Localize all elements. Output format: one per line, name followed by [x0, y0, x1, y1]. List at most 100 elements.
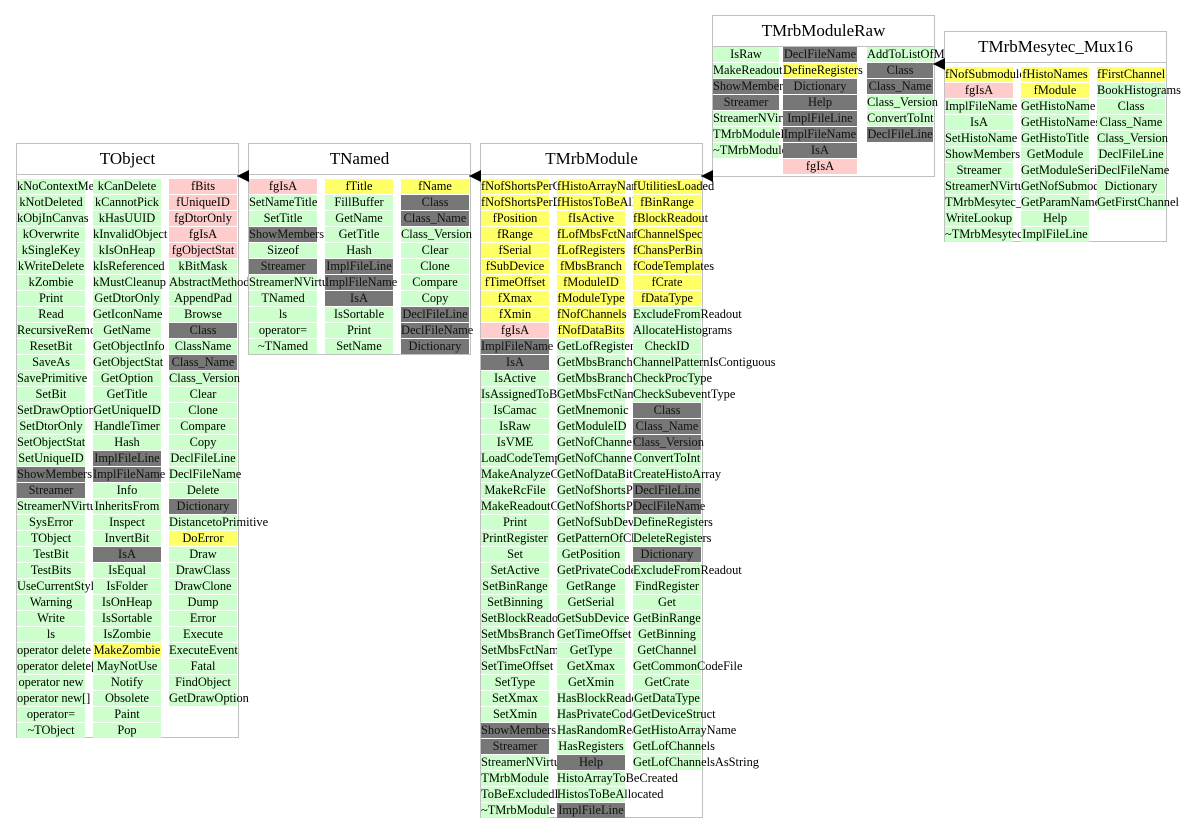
- member-class[interactable]: Class: [633, 403, 701, 418]
- member-isa[interactable]: IsA: [93, 547, 161, 562]
- member-getmnemonic[interactable]: GetMnemonic: [557, 403, 629, 418]
- member-getparamnames[interactable]: GetParamNames: [1021, 195, 1105, 210]
- member-knocontextmenu[interactable]: kNoContextMenu: [17, 179, 107, 194]
- member-operator-delete[interactable]: operator delete[]: [17, 659, 100, 674]
- member-testbits[interactable]: TestBits: [17, 563, 85, 578]
- member-ls[interactable]: ls: [17, 627, 85, 642]
- member-kinvalidobject[interactable]: kInvalidObject: [93, 227, 168, 242]
- member-class[interactable]: Class: [401, 195, 469, 210]
- member-getxmin[interactable]: GetXmin: [557, 675, 625, 690]
- member-allocatehistograms[interactable]: AllocateHistograms: [633, 323, 733, 338]
- member-isequal[interactable]: IsEqual: [93, 563, 161, 578]
- member-defineregisters[interactable]: DefineRegisters: [783, 63, 863, 78]
- member-israw[interactable]: IsRaw: [713, 47, 779, 62]
- member-fsubdevice[interactable]: fSubDevice: [481, 259, 549, 274]
- member-getlofchannelsasstring[interactable]: GetLofChannelsAsString: [633, 755, 759, 770]
- member-getxmax[interactable]: GetXmax: [557, 659, 625, 674]
- member-kmustcleanup[interactable]: kMustCleanup: [93, 275, 166, 290]
- member-getbinning[interactable]: GetBinning: [633, 627, 701, 642]
- member-invertbit[interactable]: InvertBit: [93, 531, 161, 546]
- member-declfilename[interactable]: DeclFileName: [783, 47, 857, 62]
- member-getnofsubmodules[interactable]: GetNofSubmodules: [1021, 179, 1120, 194]
- member-fnofchannels[interactable]: fNofChannels: [557, 307, 627, 322]
- member-streamer[interactable]: Streamer: [945, 163, 1013, 178]
- member-makezombie[interactable]: MakeZombie: [93, 643, 161, 658]
- member-tmrbmoduleraw[interactable]: TMrbModuleRaw: [713, 127, 804, 142]
- member-fbits[interactable]: fBits: [169, 179, 237, 194]
- member-fgisa[interactable]: fgIsA: [169, 227, 237, 242]
- member-fmodule[interactable]: fModule: [1021, 83, 1089, 98]
- member-implfileline[interactable]: ImplFileLine: [1021, 227, 1089, 242]
- member-maynotuse[interactable]: MayNotUse: [93, 659, 161, 674]
- member-streamer[interactable]: Streamer: [713, 95, 779, 110]
- member-fatal[interactable]: Fatal: [169, 659, 237, 674]
- member-implfileline[interactable]: ImplFileLine: [783, 111, 857, 126]
- member-kobjincanvas[interactable]: kObjInCanvas: [17, 211, 89, 226]
- member-fblockreadout[interactable]: fBlockReadout: [633, 211, 709, 226]
- member-getoption[interactable]: GetOption: [93, 371, 161, 386]
- member-tnamed[interactable]: ~TNamed: [249, 339, 317, 354]
- member-getlofregisters[interactable]: GetLofRegisters: [557, 339, 639, 354]
- member-usecurrentstyle[interactable]: UseCurrentStyle: [17, 579, 100, 594]
- member-fnofshortsperchannel[interactable]: fNofShortsPerChannel: [481, 179, 594, 194]
- member-getcommoncodefile[interactable]: GetCommonCodeFile: [633, 659, 743, 674]
- member-khasuuid[interactable]: kHasUUID: [93, 211, 161, 226]
- member-doerror[interactable]: DoError: [169, 531, 237, 546]
- member-gettimeoffset[interactable]: GetTimeOffset: [557, 627, 632, 642]
- member-findobject[interactable]: FindObject: [169, 675, 237, 690]
- member-converttoint[interactable]: ConvertToInt: [867, 111, 934, 126]
- member-addtolistofmodules[interactable]: AddToListOfModules: [867, 47, 977, 62]
- member-israw[interactable]: IsRaw: [481, 419, 549, 434]
- member-streamernvirtual[interactable]: StreamerNVirtual: [713, 111, 802, 126]
- member-getnofchannels[interactable]: GetNofChannels: [557, 435, 641, 450]
- member-recursiveremove[interactable]: RecursiveRemove: [17, 323, 108, 338]
- member-koverwrite[interactable]: kOverwrite: [17, 227, 85, 242]
- member-fdatatype[interactable]: fDataType: [633, 291, 701, 306]
- member-kzombie[interactable]: kZombie: [17, 275, 85, 290]
- member-fhistonames[interactable]: fHistoNames: [1021, 67, 1089, 82]
- member-class-version[interactable]: Class_Version: [401, 227, 472, 242]
- member-getdevicestruct[interactable]: GetDeviceStruct: [633, 707, 716, 722]
- member-getmoduleserial[interactable]: GetModuleSerial: [1021, 163, 1107, 178]
- member-showmembers[interactable]: ShowMembers: [481, 723, 557, 738]
- member-deleteregisters[interactable]: DeleteRegisters: [633, 531, 712, 546]
- member-showmembers[interactable]: ShowMembers: [713, 79, 789, 94]
- member-setbinning[interactable]: SetBinning: [481, 595, 549, 610]
- member-operator-new[interactable]: operator new: [17, 675, 85, 690]
- member-implfilename[interactable]: ImplFileName: [945, 99, 1018, 114]
- member-declfilename[interactable]: DeclFileName: [633, 499, 706, 514]
- member-setbinrange[interactable]: SetBinRange: [481, 579, 549, 594]
- member-checksubeventtype[interactable]: CheckSubeventType: [633, 387, 736, 402]
- member-showmembers[interactable]: ShowMembers: [945, 147, 1021, 162]
- member-setname[interactable]: SetName: [325, 339, 393, 354]
- member-isa[interactable]: IsA: [481, 355, 549, 370]
- member-hasregisters[interactable]: HasRegisters: [557, 739, 625, 754]
- member-clone[interactable]: Clone: [401, 259, 469, 274]
- member-iszombie[interactable]: IsZombie: [93, 627, 161, 642]
- member-class-name[interactable]: Class_Name: [1097, 115, 1165, 130]
- member-class-version[interactable]: Class_Version: [633, 435, 704, 450]
- member-fserial[interactable]: fSerial: [481, 243, 549, 258]
- member-class[interactable]: Class: [169, 323, 237, 338]
- member-isvme[interactable]: IsVME: [481, 435, 549, 450]
- member-iscamac[interactable]: IsCamac: [481, 403, 549, 418]
- member-setdrawoption[interactable]: SetDrawOption: [17, 403, 95, 418]
- member-issortable[interactable]: IsSortable: [325, 307, 393, 322]
- member-class-name[interactable]: Class_Name: [169, 355, 237, 370]
- member-class-name[interactable]: Class_Name: [633, 419, 701, 434]
- member-class-name[interactable]: Class_Name: [401, 211, 469, 226]
- member-isa[interactable]: IsA: [945, 115, 1013, 130]
- member-streamernvirtual[interactable]: StreamerNVirtual: [945, 179, 1034, 194]
- member-fnofdatabits[interactable]: fNofDataBits: [557, 323, 625, 338]
- member-abstractmethod[interactable]: AbstractMethod: [169, 275, 250, 290]
- member-inspect[interactable]: Inspect: [93, 515, 161, 530]
- member-saveprimitive[interactable]: SavePrimitive: [17, 371, 88, 386]
- member-setbit[interactable]: SetBit: [17, 387, 85, 402]
- member-fmoduletype[interactable]: fModuleType: [557, 291, 625, 306]
- member-setuniqueid[interactable]: SetUniqueID: [17, 451, 85, 466]
- member-makereadoutcode[interactable]: MakeReadoutCode: [481, 499, 577, 514]
- member-fmbsbranch[interactable]: fMbsBranch: [557, 259, 625, 274]
- member-getnofshortsperdatum[interactable]: GetNofShortsPerDatum: [557, 499, 677, 514]
- member-help[interactable]: Help: [1021, 211, 1089, 226]
- member-gethistonames[interactable]: GetHistoNames: [1021, 115, 1101, 130]
